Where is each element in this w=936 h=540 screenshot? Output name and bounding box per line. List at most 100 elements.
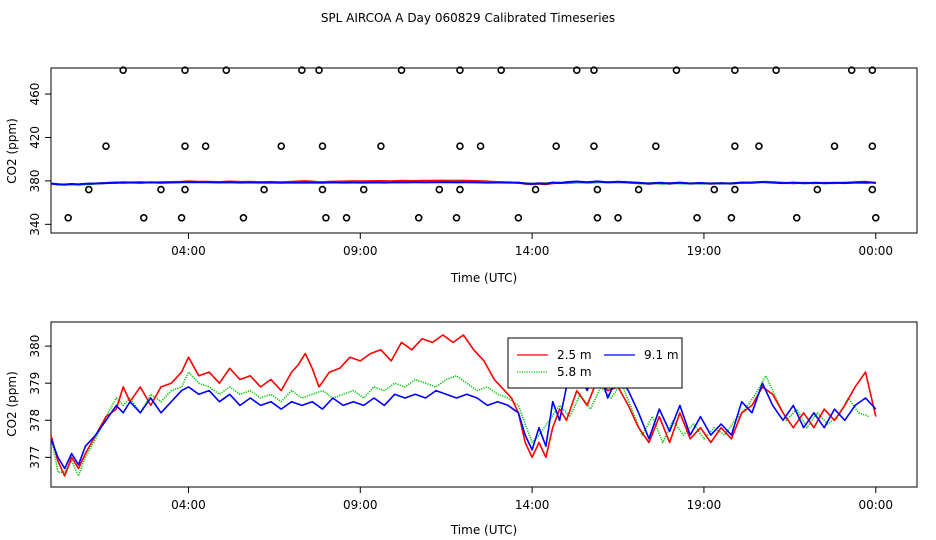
bottom-series-group: [50, 334, 877, 477]
calibration-point: [342, 214, 351, 222]
calibration-point: [456, 142, 464, 150]
calibration-point: [456, 185, 464, 194]
calibration-point: [476, 142, 485, 150]
top-x-tick-label: 04:00: [171, 244, 206, 258]
series-line-9-1-m: [50, 363, 877, 470]
calibration-point: [727, 214, 736, 222]
calibration-point: [359, 185, 368, 194]
calibration-point: [201, 142, 210, 150]
calibration-point: [830, 142, 839, 150]
bottom-y-axis: 377 378 379 380: [28, 335, 51, 469]
calibration-point: [322, 214, 330, 222]
calibration-point: [239, 214, 248, 222]
bottom-x-tick-label: 09:00: [343, 498, 378, 512]
bottom-y-tick-label: 377: [28, 446, 42, 469]
series-line-2-5-m: [50, 334, 877, 477]
bottom-plot-frame: [50, 321, 918, 488]
legend: 2.5 m 5.8 m 9.1 m: [507, 337, 683, 389]
top-y-tick-label: 340: [28, 213, 42, 236]
calibration-point: [871, 214, 880, 222]
top-y-axis-label: CO2 (ppm): [5, 118, 19, 184]
bottom-panel: 04:00 09:00 14:00 19:00 00:00 377 378 379 380 T…: [5, 321, 918, 537]
bottom-y-tick-label: 379: [28, 372, 42, 395]
calibration-point: [181, 185, 189, 194]
top-y-tick-label: 380: [28, 169, 42, 192]
top-series-group: [50, 179, 876, 186]
calibration-point: [731, 66, 739, 74]
calibration-point: [318, 185, 327, 194]
calibration-point: [614, 214, 622, 222]
calibration-point: [157, 185, 165, 194]
calibration-point: [731, 185, 739, 194]
calibration-point: [531, 185, 540, 194]
calibration-point: [85, 185, 93, 194]
calibration-point: [222, 66, 231, 74]
bottom-y-tick-label: 380: [28, 335, 42, 358]
calibration-point: [456, 66, 464, 74]
calibration-point: [298, 66, 306, 74]
calibration-point: [672, 66, 681, 74]
calibration-point: [139, 214, 148, 222]
calibration-point: [397, 66, 406, 74]
calibration-point: [277, 142, 286, 150]
calibration-point: [755, 142, 763, 150]
legend-label-2-5m: 2.5 m: [557, 348, 592, 362]
calibration-point: [593, 185, 602, 194]
top-plot-frame: [50, 67, 918, 234]
legend-box: [507, 337, 683, 389]
bottom-y-axis-label: CO2 (ppm): [5, 371, 19, 437]
top-x-tick-label: 09:00: [343, 244, 378, 258]
top-y-tick-label: 460: [28, 83, 42, 106]
calibration-point: [315, 66, 323, 74]
calibration-point: [514, 214, 523, 222]
calibration-point: [318, 142, 327, 150]
calibration-point: [868, 66, 877, 74]
calibration-point: [590, 142, 598, 150]
calibration-point: [177, 214, 186, 222]
top-calibration-points: [64, 66, 880, 222]
calibration-point: [181, 66, 189, 74]
calibration-point: [772, 66, 780, 74]
top-x-tick-label: 14:00: [515, 244, 550, 258]
calibration-point: [435, 185, 444, 194]
top-x-axis: 04:00 09:00 14:00 19:00 00:00: [171, 233, 893, 258]
calibration-point: [792, 214, 801, 222]
calibration-point: [377, 142, 385, 150]
calibration-point: [572, 66, 581, 74]
calibration-point: [64, 214, 72, 222]
top-x-tick-label: 00:00: [858, 244, 893, 258]
top-series-line-9-1-m: [50, 180, 876, 186]
calibration-point: [652, 142, 660, 150]
calibration-point: [634, 185, 643, 194]
calibration-point: [813, 185, 822, 194]
top-x-axis-label: Time (UTC): [450, 271, 517, 285]
calibration-point: [181, 142, 189, 150]
bottom-x-axis: 04:00 09:00 14:00 19:00 00:00: [171, 487, 893, 512]
legend-label-9-1m: 9.1 m: [644, 348, 679, 362]
bottom-x-tick-label: 00:00: [858, 498, 893, 512]
bottom-x-tick-label: 04:00: [171, 498, 206, 512]
top-y-tick-label: 420: [28, 126, 42, 149]
calibration-point: [552, 142, 560, 150]
top-panel: 04:00 09:00 14:00 19:00 00:00 340 380 420 460 T…: [5, 66, 918, 285]
page-title: SPL AIRCOA A Day 060829 Calibrated Times…: [321, 11, 615, 25]
calibration-point: [847, 66, 856, 74]
series-line-5-8-m: [50, 371, 870, 477]
calibration-point: [868, 185, 877, 194]
calibration-point: [593, 214, 602, 222]
calibration-point: [452, 214, 461, 222]
bottom-x-tick-label: 19:00: [687, 498, 722, 512]
calibration-point: [731, 142, 739, 150]
calibration-point: [102, 142, 110, 150]
top-x-tick-label: 19:00: [687, 244, 722, 258]
calibration-point: [868, 142, 877, 150]
calibration-point: [710, 185, 719, 194]
bottom-x-tick-label: 14:00: [515, 498, 550, 512]
calibration-point: [260, 185, 268, 194]
calibration-point: [590, 66, 598, 74]
top-y-axis: 340 380 420 460: [28, 83, 51, 236]
calibration-point: [693, 214, 701, 222]
calibration-point: [414, 214, 423, 222]
calibration-point: [497, 66, 505, 74]
